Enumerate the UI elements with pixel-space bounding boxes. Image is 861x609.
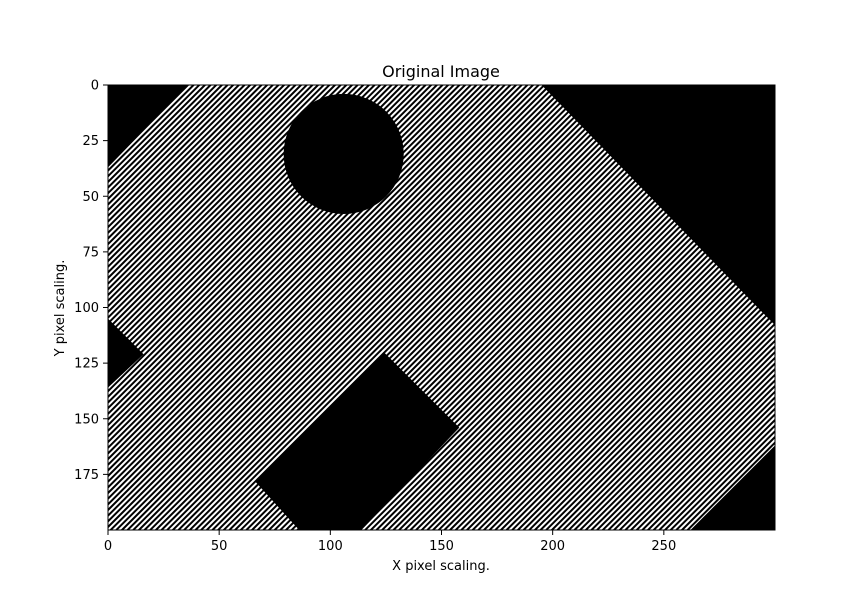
x-tick-label: 100 (318, 539, 343, 554)
corner-notch-left (108, 318, 144, 388)
x-axis-label: X pixel scaling. (392, 559, 490, 574)
x-tick-label: 0 (104, 539, 112, 554)
chart-title: Original Image (382, 62, 500, 81)
y-tick-label: 25 (82, 134, 99, 149)
x-tick-label: 150 (429, 539, 454, 554)
y-tick-label: 100 (74, 301, 99, 316)
plot-area (107, 84, 776, 531)
x-tick-label: 50 (211, 539, 228, 554)
y-tick-label: 0 (91, 79, 99, 94)
y-tick-label: 150 (74, 412, 99, 427)
textured-board (108, 85, 775, 530)
y-tick-label: 50 (82, 190, 99, 205)
rotated-rectangle (254, 352, 460, 530)
y-tick-label: 75 (82, 245, 99, 260)
y-axis-label: Y pixel scaling. (53, 260, 68, 358)
x-axis: 0 50 100 150 200 250 (104, 530, 676, 554)
y-tick-label: 125 (74, 357, 99, 372)
y-axis: 0 25 50 75 100 125 150 175 (74, 79, 108, 483)
circle-blob (283, 93, 404, 215)
y-tick-label: 175 (74, 468, 99, 483)
x-tick-label: 250 (651, 539, 676, 554)
x-tick-label: 200 (540, 539, 565, 554)
